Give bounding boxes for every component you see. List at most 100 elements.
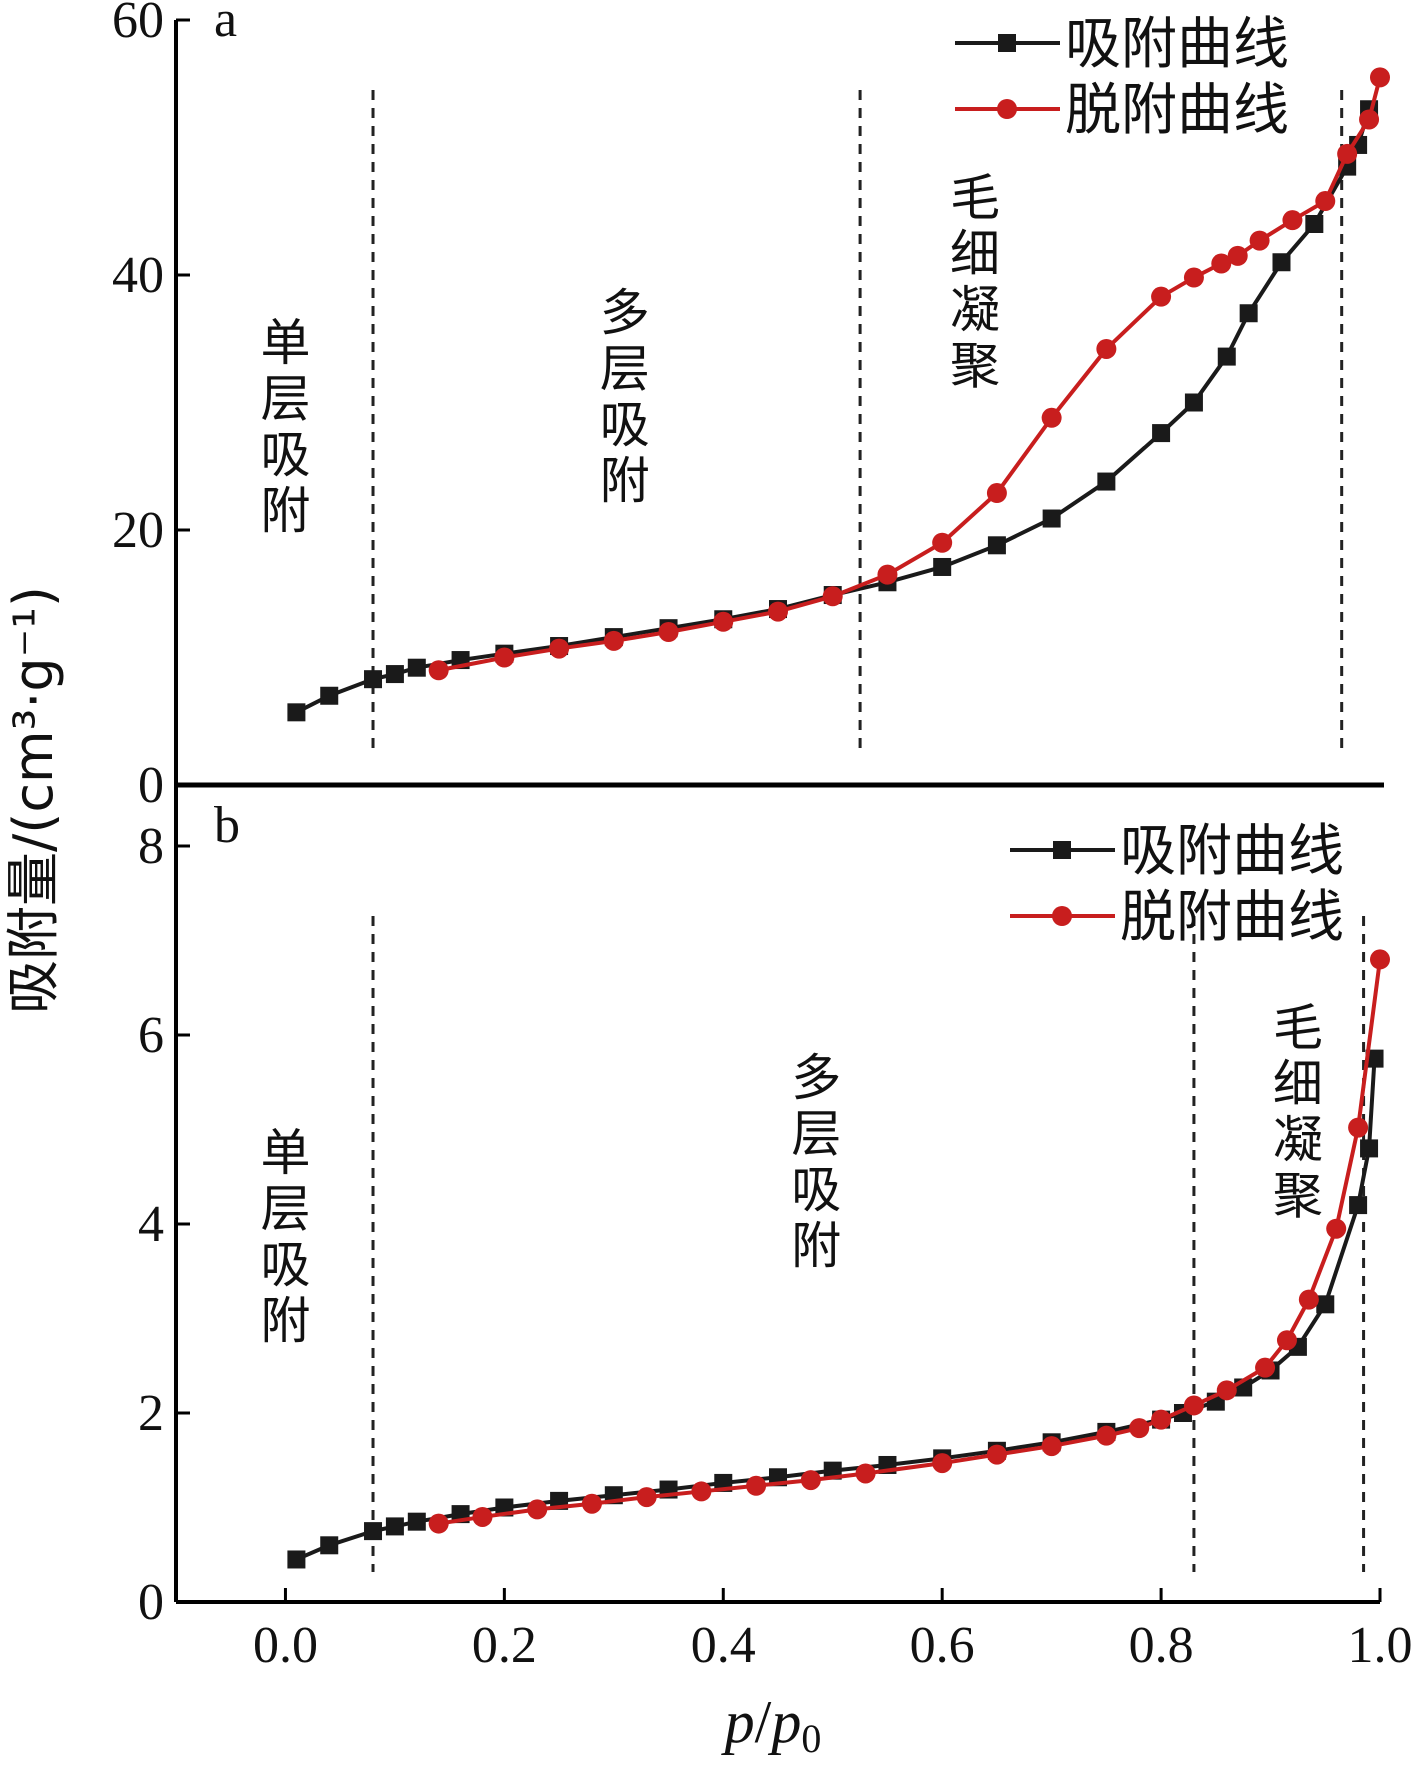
desorption-point (713, 611, 734, 632)
legend-marker-square (998, 34, 1016, 52)
series-line-adsorption (295, 108, 1371, 715)
desorption-point (1326, 1218, 1347, 1239)
region-label: 单层吸附 (260, 1124, 310, 1350)
region-label: 多层吸附 (791, 1049, 841, 1275)
desorption-point (1249, 230, 1270, 251)
desorption-point (855, 1463, 876, 1484)
y-tick-label: 6 (138, 1007, 164, 1064)
y-tick-label: 8 (138, 818, 164, 875)
adsorption-point (385, 665, 404, 684)
legend-label: 脱附曲线 (1065, 78, 1289, 143)
x-tick-label: 0.0 (253, 1617, 318, 1674)
desorption-point (800, 1470, 821, 1491)
legend-marker-circle (1052, 906, 1072, 926)
x-tick-label: 0.6 (910, 1617, 975, 1674)
adsorption-point (364, 670, 383, 689)
adsorption-point (987, 536, 1006, 555)
desorption-point (986, 483, 1007, 504)
adsorption-point (287, 1550, 306, 1569)
desorption-point (1298, 1289, 1319, 1310)
adsorption-point (1184, 393, 1203, 412)
adsorption-point (1305, 215, 1324, 233)
desorption-point (932, 532, 953, 553)
desorption-point (549, 638, 570, 659)
desorption-point (691, 1481, 712, 1502)
region-label: 毛细凝聚 (950, 169, 1000, 395)
desorption-point (603, 630, 624, 651)
desorption-point (472, 1506, 493, 1527)
x-tick-label: 0.8 (1129, 1617, 1194, 1674)
legend-label: 吸附曲线 (1065, 12, 1289, 77)
adsorption-point (287, 703, 306, 722)
desorption-point (658, 622, 679, 642)
legend-marker-square (1053, 841, 1071, 859)
region-label: 毛细凝聚 (1273, 999, 1323, 1225)
adsorption-point (1217, 347, 1236, 366)
desorption-point (1216, 1380, 1237, 1401)
desorption-point (494, 647, 515, 668)
desorption-point (877, 564, 898, 585)
region-label: 单层吸附 (260, 314, 310, 540)
series-line-desorption (438, 959, 1382, 1526)
series-line-desorption (438, 76, 1382, 673)
desorption-point (986, 1444, 1007, 1465)
desorption-point (428, 1513, 449, 1534)
desorption-point (581, 1493, 602, 1514)
adsorption-point (1042, 509, 1061, 528)
desorption-point (1348, 1117, 1369, 1138)
desorption-point (1227, 245, 1248, 266)
adsorption-point (1097, 472, 1116, 491)
desorption-point (1151, 286, 1172, 307)
adsorption-point (1272, 253, 1291, 272)
y-tick-label: 40 (112, 247, 164, 304)
desorption-point (1282, 210, 1303, 231)
adsorption-point (385, 1517, 404, 1536)
desorption-point (1337, 143, 1358, 164)
adsorption-point (1360, 1139, 1379, 1158)
desorption-point (768, 601, 788, 622)
region-label: 多层吸附 (600, 284, 650, 510)
desorption-point (1211, 253, 1232, 274)
desorption-point (1359, 109, 1380, 130)
legend-label: 脱附曲线 (1120, 885, 1344, 950)
desorption-point (1096, 338, 1117, 359)
x-tick-label: 1.0 (1348, 1617, 1413, 1674)
desorption-point (932, 1453, 953, 1474)
desorption-point (1151, 1409, 1172, 1430)
desorption-point (1370, 949, 1390, 970)
adsorption-point (320, 1536, 339, 1555)
desorption-point (822, 586, 843, 607)
y-tick-label: 4 (138, 1196, 164, 1253)
desorption-point (1041, 1436, 1062, 1457)
desorption-point (1129, 1418, 1150, 1439)
adsorption-point (1349, 1196, 1368, 1215)
adsorption-point (407, 1512, 426, 1531)
adsorption-point (1365, 1049, 1384, 1068)
x-tick-label: 0.2 (472, 1617, 537, 1674)
legend-marker-circle (997, 99, 1017, 119)
adsorption-point (364, 1522, 383, 1541)
desorption-point (1370, 67, 1390, 88)
desorption-point (1255, 1357, 1276, 1378)
adsorption-point (1152, 424, 1171, 443)
desorption-point (746, 1475, 767, 1496)
desorption-point (428, 660, 449, 681)
adsorption-point (933, 557, 952, 576)
adsorption-point (1239, 304, 1258, 323)
desorption-point (1315, 191, 1336, 212)
desorption-point (527, 1499, 548, 1520)
legend-label: 吸附曲线 (1120, 819, 1344, 884)
y-tick-label: 0 (138, 757, 164, 814)
adsorption-point (1316, 1295, 1335, 1314)
y-axis-title: 吸附量/(cm³·g⁻¹) (2, 586, 65, 1014)
y-tick-label: 20 (112, 502, 164, 559)
y-tick-label: 2 (138, 1385, 164, 1442)
y-tick-label: 0 (138, 1574, 164, 1631)
panel-letter: b (214, 797, 240, 854)
desorption-point (1183, 267, 1204, 288)
desorption-point (1276, 1330, 1297, 1351)
